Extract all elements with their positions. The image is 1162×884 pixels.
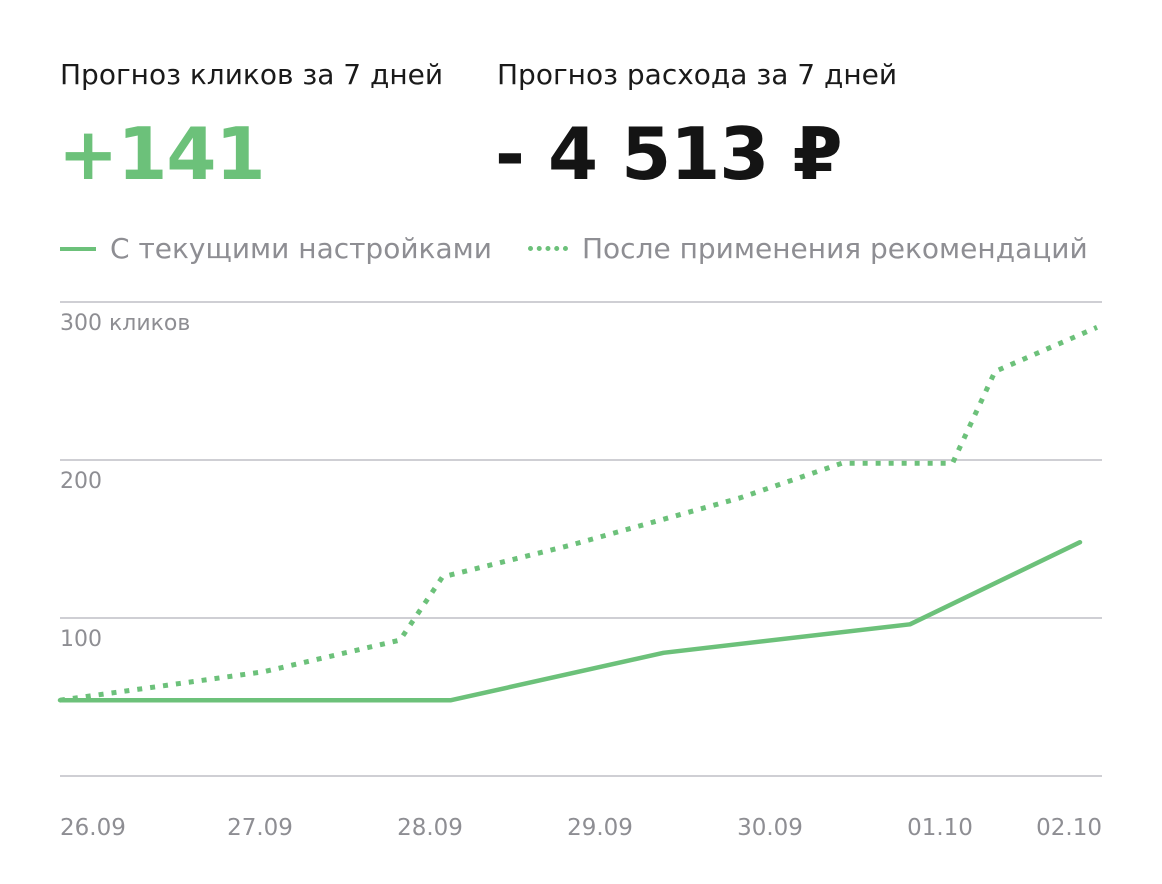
legend-dotted-line-icon: [528, 246, 568, 251]
x-tick-label-29.09: 29.09: [567, 815, 633, 841]
y-axis-ticks: 300 кликов 200 100: [60, 311, 190, 652]
clicks-forecast-value: +141: [58, 112, 266, 196]
series: [57, 325, 1098, 703]
clicks-forecast-chart: 300 кликов 200 100 26.09 27.09 28.09 29.09 30.…: [57, 301, 1102, 841]
legend-solid-line-icon: [60, 246, 96, 251]
legend-after-recommendations: После применения рекомендаций: [528, 232, 1088, 265]
legend-current-settings: С текущими настройками: [60, 232, 492, 265]
spend-forecast-value: - 4 513 ₽: [495, 112, 843, 196]
spend-forecast-label: Прогноз расхода за 7 дней: [497, 58, 898, 91]
x-tick-label-26.09: 26.09: [60, 815, 126, 841]
y-tick-label-300: 300 кликов: [60, 311, 190, 336]
x-tick-label-28.09: 28.09: [397, 815, 463, 841]
series-line-after-recommendations: [59, 325, 1098, 703]
x-tick-label-27.09: 27.09: [227, 815, 293, 841]
x-axis-ticks: 26.09 27.09 28.09 29.09 30.09 01.10 02.10: [60, 815, 1102, 841]
x-tick-label-02.10: 02.10: [1036, 815, 1102, 841]
x-tick-label-30.09: 30.09: [737, 815, 803, 841]
series-line-current-settings: [57, 539, 1083, 703]
x-tick-label-01.10: 01.10: [907, 815, 973, 841]
legend-after-recommendations-label: После применения рекомендаций: [582, 232, 1088, 265]
y-tick-label-100: 100: [60, 627, 102, 652]
grid: [60, 301, 1102, 777]
legend-current-settings-label: С текущими настройками: [110, 232, 492, 265]
y-tick-label-200: 200: [60, 469, 102, 494]
clicks-forecast-label: Прогноз кликов за 7 дней: [60, 58, 444, 91]
